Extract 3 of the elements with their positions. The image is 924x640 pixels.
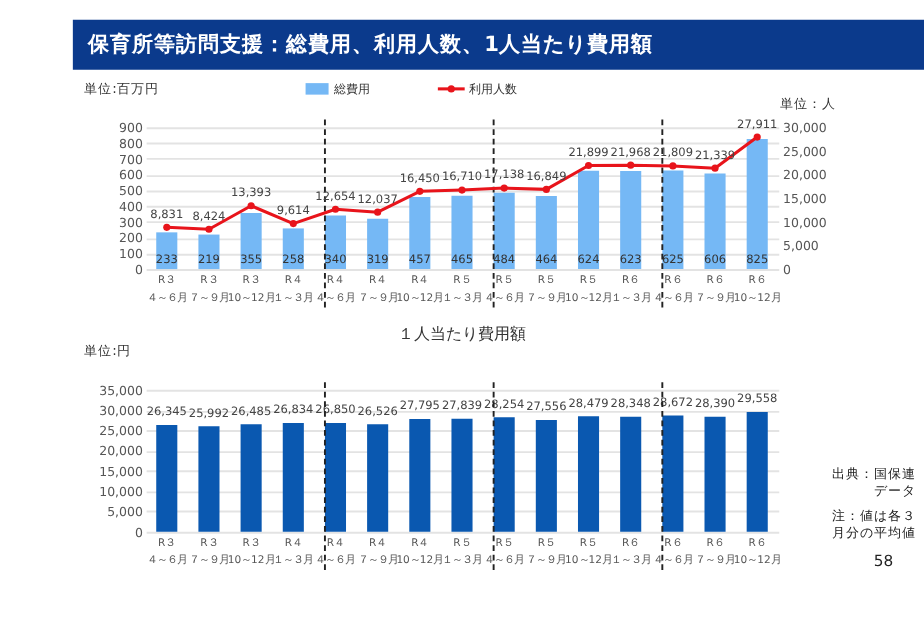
chart-title: １人当たり費用額: [398, 323, 526, 344]
chart-title: 保育所等訪問支援：総費用、利用人数、1人当たり費用額: [86, 30, 653, 57]
text: 58: [873, 552, 894, 571]
